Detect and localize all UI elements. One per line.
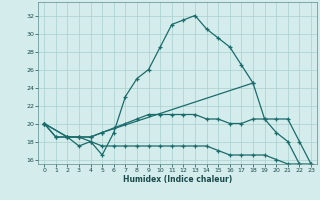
X-axis label: Humidex (Indice chaleur): Humidex (Indice chaleur): [123, 175, 232, 184]
